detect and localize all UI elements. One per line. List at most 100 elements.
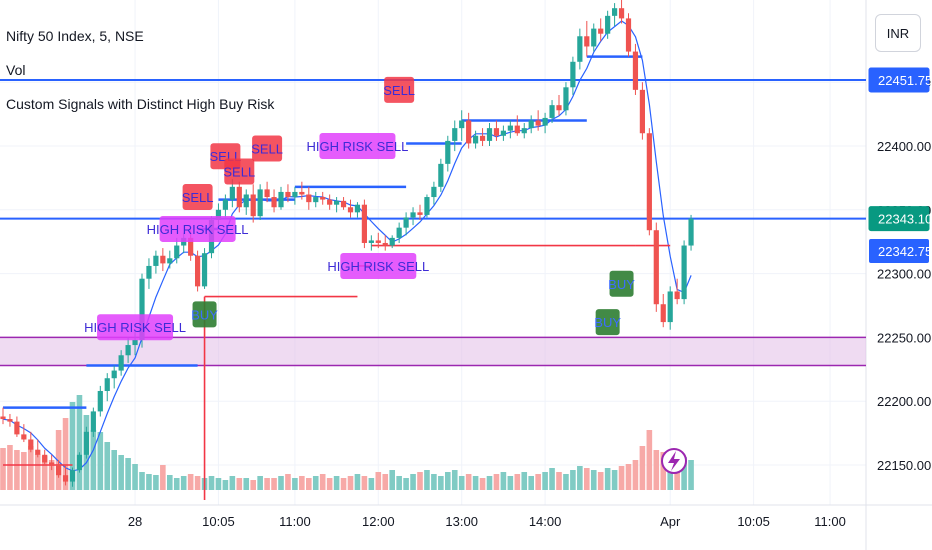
volume-bar — [521, 472, 528, 490]
marker-label: BUY — [594, 315, 621, 330]
candle-body — [424, 197, 430, 215]
volume-bar — [48, 460, 55, 490]
marker-box — [319, 133, 396, 159]
signal-marker: SELL — [383, 76, 415, 103]
volume-bar — [299, 476, 305, 490]
candle-body — [514, 125, 520, 134]
lightning-icon[interactable] — [661, 448, 687, 474]
candle-body — [438, 163, 444, 187]
volume-bar — [347, 476, 354, 490]
marker-label: HIGH RISK SELL — [84, 320, 186, 335]
volume-bar — [542, 472, 548, 490]
volume-bar — [215, 478, 222, 490]
signal-marker: SELL — [251, 135, 283, 162]
marker-box — [192, 301, 217, 328]
volume-bar — [180, 476, 187, 490]
candle-body — [14, 421, 20, 435]
marker-box — [595, 309, 620, 336]
time-tick-label: 14:00 — [529, 514, 562, 529]
volume-bar — [660, 452, 667, 490]
volume-bar — [278, 476, 284, 490]
volume-bar — [403, 478, 409, 490]
candle-body — [299, 191, 305, 195]
time-axis[interactable]: 28 10:05 11:00 12:00 13:00 14:00 Apr 10:05 11:00 — [128, 514, 846, 529]
candle-body — [577, 36, 583, 62]
volume-bar — [118, 455, 124, 490]
volume-bar — [556, 472, 562, 490]
time-tick-label: 28 — [128, 514, 142, 529]
volume-bar — [632, 460, 639, 490]
volume-bar — [458, 476, 465, 490]
candle-body — [625, 18, 632, 52]
marker-label: BUY — [191, 307, 218, 322]
currency-selector[interactable]: INR — [875, 14, 921, 52]
volume-bar — [90, 430, 97, 490]
candle-body — [347, 207, 354, 213]
volume-bar — [236, 478, 243, 490]
price-axis[interactable]: 22150.0022200.0022250.0022300.0022350.00… — [868, 67, 932, 473]
candle-body — [229, 186, 235, 200]
candle-body — [632, 51, 639, 90]
candle-body — [396, 227, 402, 238]
volume-bar — [312, 476, 319, 490]
volume-bar — [590, 470, 597, 490]
candle-body — [486, 128, 493, 141]
volume-bar — [500, 472, 507, 490]
candle-body — [612, 8, 618, 16]
signal-marker: HIGH RISK SELL — [84, 314, 186, 341]
signal-marker: SELL — [223, 158, 255, 185]
candle-body — [584, 36, 590, 47]
candle-body — [188, 237, 194, 256]
price-badge — [868, 206, 930, 232]
candle-body — [466, 120, 472, 144]
volume-bar — [570, 470, 576, 490]
volume-bar — [507, 476, 514, 490]
volume-bar — [354, 474, 361, 490]
indicator-lines — [0, 20, 866, 500]
price-tick-label: 22200.00 — [877, 394, 931, 409]
candle-body — [653, 230, 659, 305]
volume-bar — [187, 474, 194, 490]
volume-bar — [194, 476, 201, 490]
marker-label: SELL — [223, 165, 255, 180]
volume-bar — [438, 476, 444, 490]
volume-bar — [375, 472, 382, 490]
candle-body — [354, 204, 361, 213]
time-tick-label: 10:05 — [737, 514, 770, 529]
candle-body — [257, 189, 263, 217]
volume-bar — [97, 432, 104, 490]
volume-bar — [173, 478, 180, 490]
candle-body — [35, 449, 41, 455]
indicator-legend: Custom Signals with Distinct High Buy Ri… — [6, 96, 275, 112]
volume-bar — [528, 476, 534, 490]
candle-body — [271, 197, 277, 208]
volume-bar — [292, 478, 298, 490]
volume-bar — [139, 472, 145, 490]
signal-marker: BUY — [594, 309, 621, 336]
candle-body — [445, 140, 451, 164]
candle-body — [431, 186, 437, 198]
marker-label: BUY — [608, 277, 635, 292]
price-badge — [869, 239, 929, 264]
marker-box — [609, 270, 634, 297]
candlesticks — [0, 0, 694, 487]
volume-bar — [604, 468, 611, 490]
candle-body — [618, 8, 625, 19]
volume-bar — [250, 480, 256, 490]
volume-bar — [125, 458, 131, 490]
marker-box — [340, 252, 417, 279]
volume-bar — [514, 474, 521, 490]
candle-body — [570, 61, 576, 88]
volume-bar — [479, 478, 486, 490]
volume-bar — [62, 418, 69, 490]
zone-band — [0, 337, 866, 366]
candle-body — [639, 89, 645, 134]
volume-bar — [549, 468, 555, 490]
volume-bar — [493, 474, 500, 490]
price-badge-label: 22343.10 — [878, 212, 932, 227]
candle-body — [174, 245, 180, 259]
candle-body — [139, 278, 145, 340]
candle-body — [646, 133, 652, 231]
